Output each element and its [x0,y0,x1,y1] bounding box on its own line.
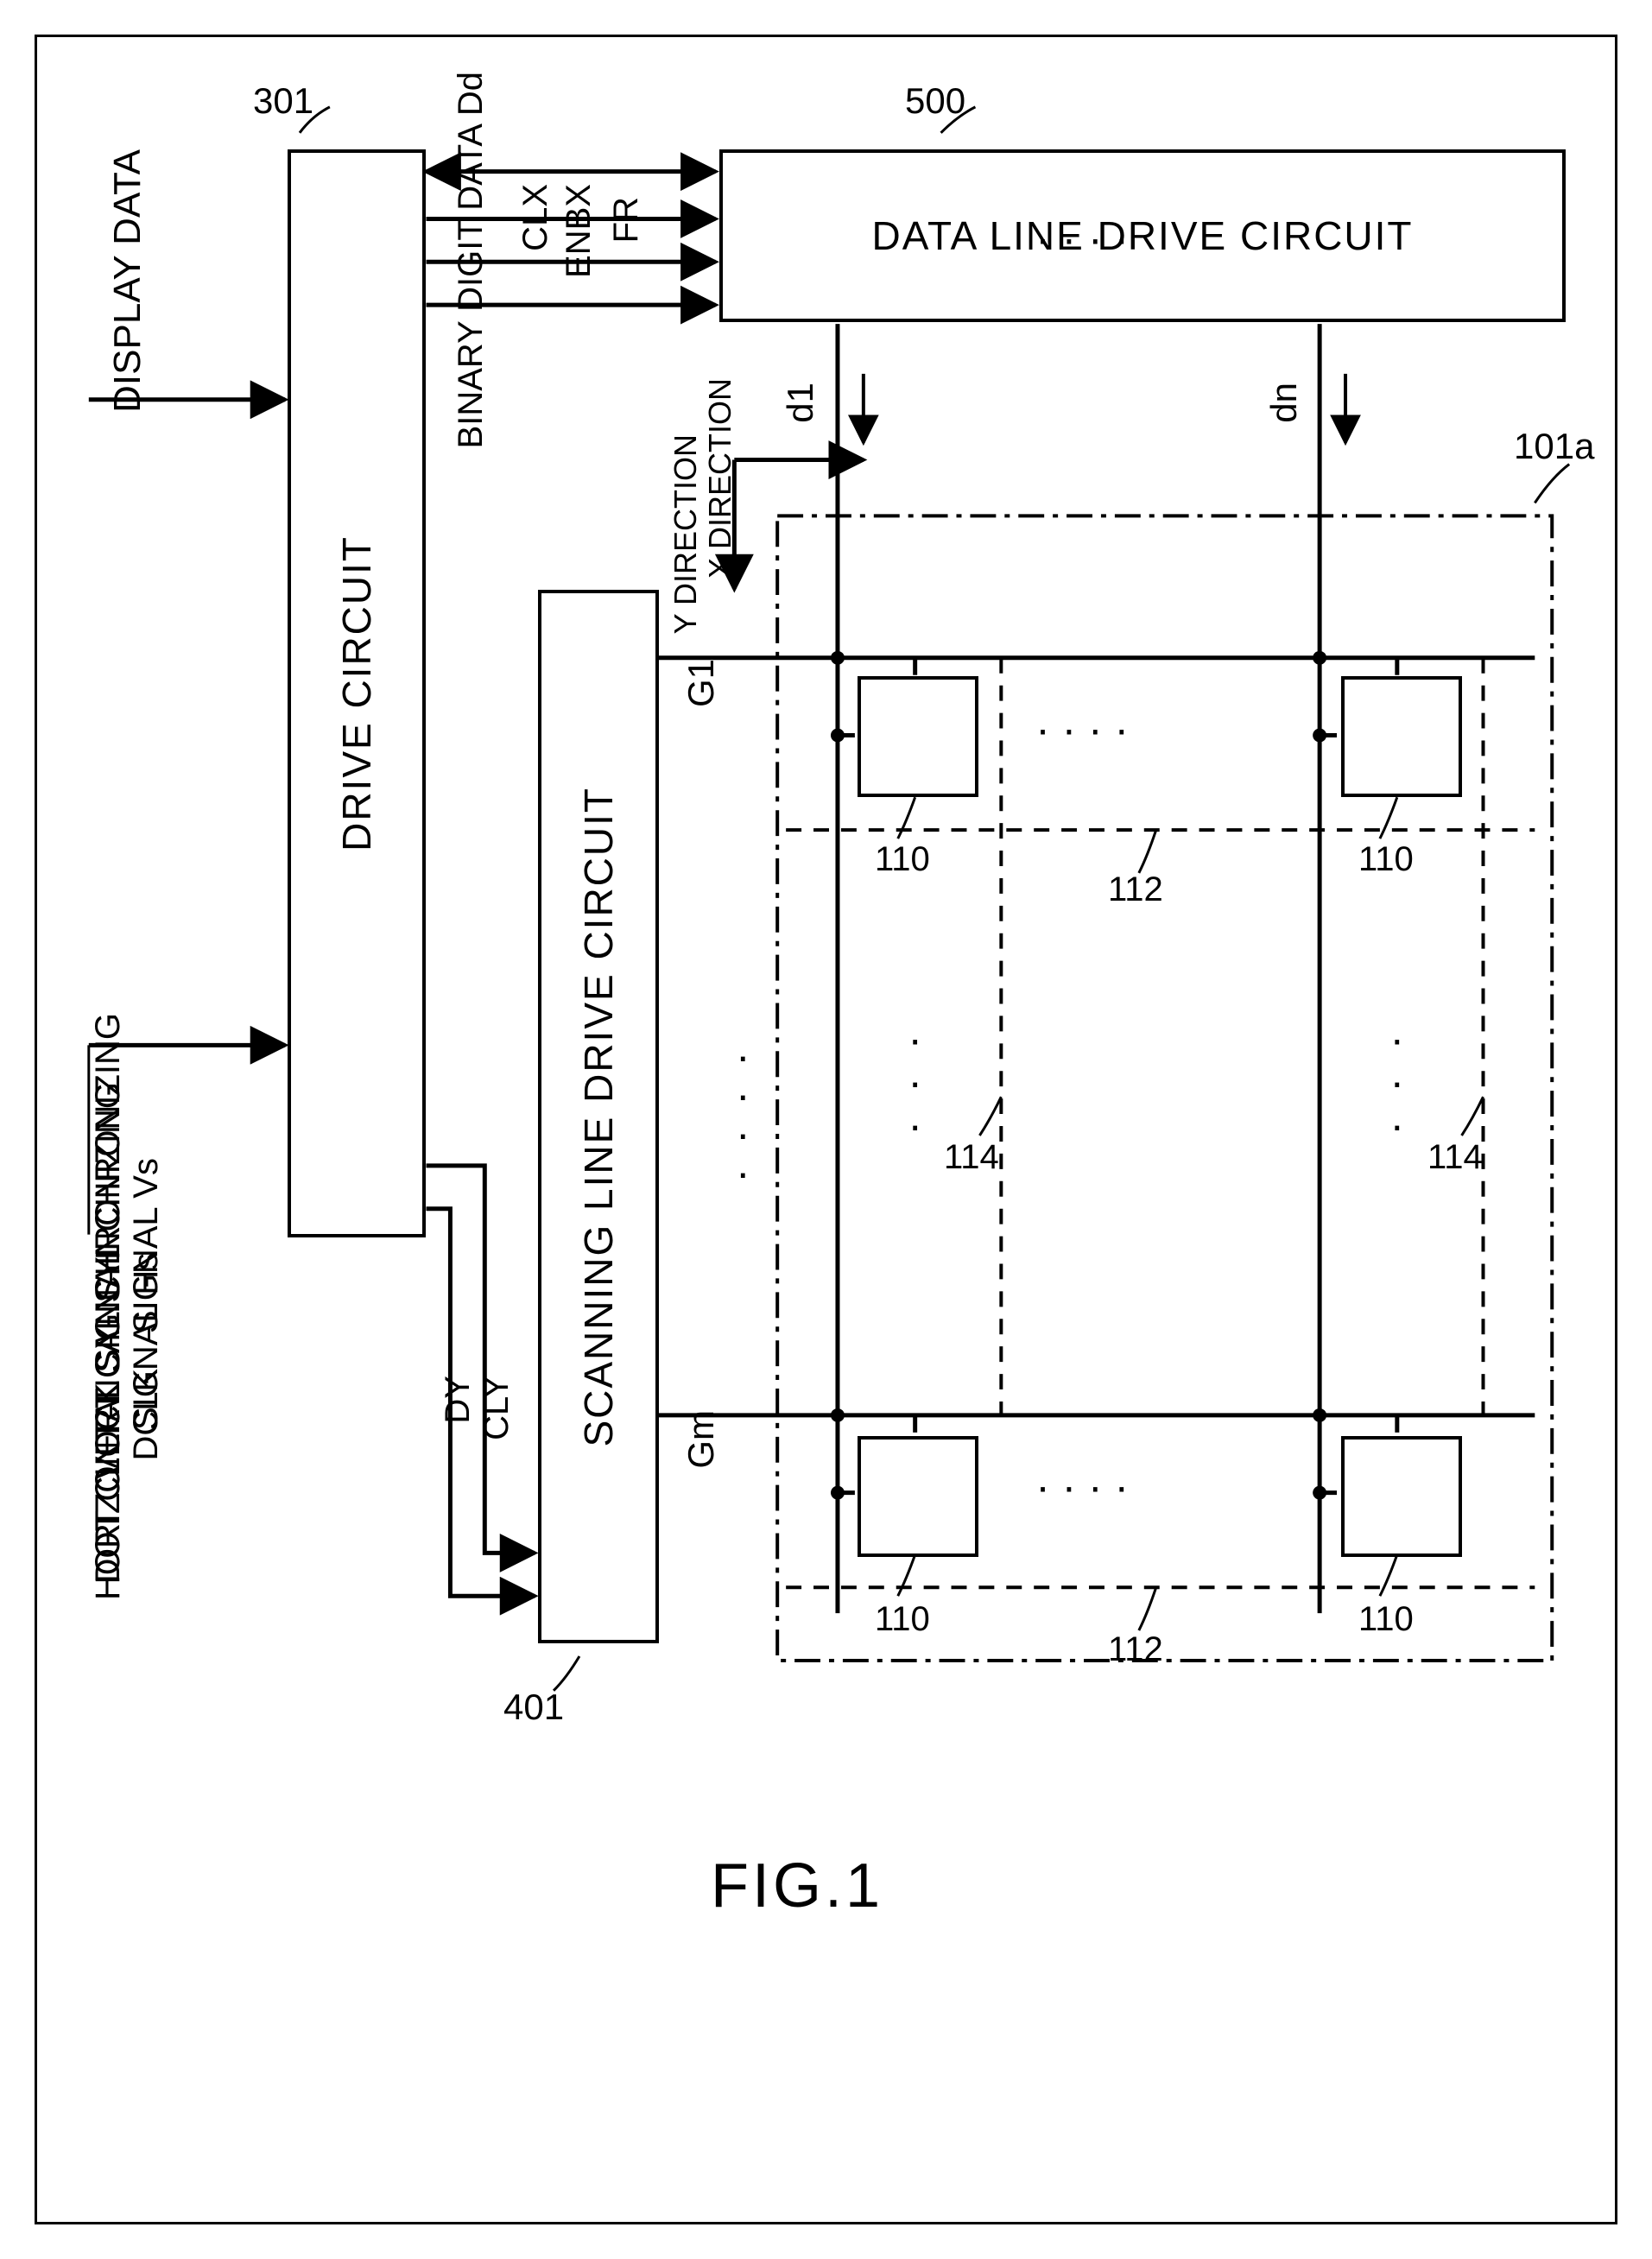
drive-circuit-label: DRIVE CIRCUIT [333,535,380,851]
ref-110-br: 110 [1358,1600,1414,1639]
ref-114-left: 114 [944,1138,999,1177]
svg-text:·: · [908,1015,922,1063]
figure-container: DRIVE CIRCUIT DATA LINE DRIVE CIRCUIT SC… [35,35,1617,2224]
svg-text:· · · ·: · · · · [1035,705,1129,753]
d1-label: d1 [780,383,821,423]
pixel-box-top-right [1341,676,1462,797]
clx-label: CLX [516,184,555,251]
ref-101a: 101a [1514,426,1594,467]
pixel-box-bottom-right [1341,1436,1462,1557]
ref-110-tl: 110 [875,840,930,879]
dclk-label: DOT CLOCK SIGNALDCLK [89,1246,165,1583]
data-line-drive-box: DATA LINE DRIVE CIRCUIT [719,149,1566,322]
svg-text:·: · [736,1110,750,1158]
fr-label: FR [607,197,646,243]
svg-text:·: · [1390,1058,1405,1106]
g1-label: G1 [680,659,722,707]
ref-110-tr: 110 [1358,840,1414,879]
dn-label: dn [1263,383,1305,423]
cly-label: CLY [478,1376,516,1440]
figure-label: FIG.1 [711,1851,883,1921]
scanning-line-drive-label: SCANNING LINE DRIVE CIRCUIT [575,787,622,1447]
svg-text:·: · [736,1032,750,1080]
ref-112-bottom: 112 [1108,1630,1163,1669]
scanning-line-drive-box: SCANNING LINE DRIVE CIRCUIT [538,590,659,1643]
ref-301: 301 [253,80,313,122]
svg-text:·: · [736,1148,750,1197]
svg-text:·: · [1390,1015,1405,1063]
x-direction-label: X DIRECTION [702,378,738,579]
display-data-label: DISPLAY DATA [106,149,149,413]
y-direction-label: Y DIRECTION [668,434,704,634]
pixel-box-top-left [858,676,978,797]
dy-label: DY [439,1376,478,1424]
svg-text:· · · ·: · · · · [1035,1463,1129,1511]
binary-digit-data-label: BINARY DIGIT DATA Dd [452,72,491,448]
ref-110-bl: 110 [875,1600,930,1639]
ref-112-top: 112 [1108,870,1163,909]
ref-401: 401 [503,1686,564,1728]
drive-circuit-box: DRIVE CIRCUIT [288,149,426,1237]
svg-text:·: · [736,1071,750,1119]
svg-text:·: · [1390,1101,1405,1149]
enbx-label: ENBX [560,184,598,278]
pixel-box-bottom-left [858,1436,978,1557]
ref-114-right: 114 [1427,1138,1483,1177]
ref-500: 500 [905,80,965,122]
svg-text:·: · [908,1101,922,1149]
gm-label: Gm [680,1410,722,1469]
data-line-drive-label: DATA LINE DRIVE CIRCUIT [871,212,1413,259]
svg-text:·: · [908,1058,922,1106]
